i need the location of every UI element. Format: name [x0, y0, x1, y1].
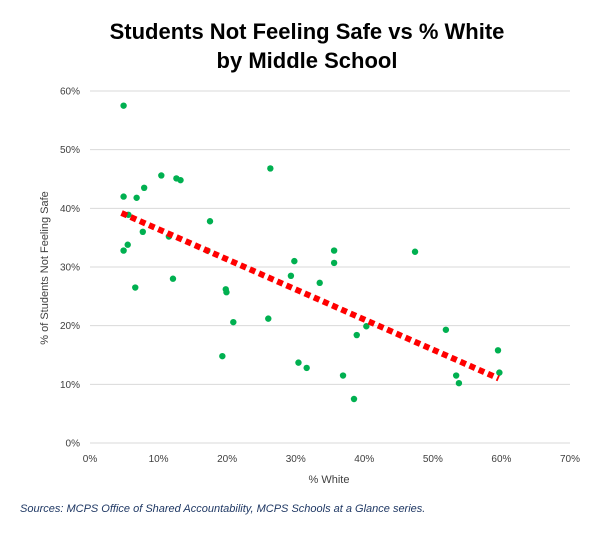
- data-point: [230, 318, 237, 326]
- x-tick-label: 70%: [560, 454, 580, 465]
- y-tick-label: 50%: [60, 145, 80, 156]
- data-point: [330, 259, 338, 267]
- gridlines: [90, 90, 570, 444]
- chart-subtitle: by Middle School: [217, 48, 398, 73]
- data-point: [494, 347, 502, 354]
- data-point: [169, 275, 177, 282]
- data-point: [267, 165, 274, 172]
- x-tick-label: 0%: [83, 454, 98, 465]
- y-tick-label: 30%: [60, 263, 80, 274]
- data-point: [120, 247, 127, 254]
- data-point: [120, 193, 127, 200]
- data-point: [452, 372, 460, 379]
- x-tick-label: 20%: [217, 454, 237, 465]
- x-tick-label: 30%: [286, 454, 306, 465]
- data-point: [287, 272, 295, 279]
- chart-title: Students Not Feeling Safe vs % White: [110, 19, 505, 44]
- y-tick-label: 60%: [60, 87, 80, 98]
- x-tick-label: 10%: [149, 454, 169, 465]
- trendline: [120, 210, 500, 382]
- data-point: [411, 248, 419, 255]
- y-tick-label: 10%: [60, 380, 80, 391]
- y-tick-label: 0%: [66, 439, 81, 450]
- data-point: [353, 331, 360, 339]
- y-tick-label: 40%: [60, 204, 80, 215]
- data-point: [496, 369, 503, 376]
- y-axis-title: % of Students Not Feeling Safe: [39, 191, 51, 344]
- data-point: [140, 184, 148, 191]
- data-point: [158, 172, 165, 179]
- data-point: [295, 359, 302, 366]
- data-point: [133, 194, 140, 201]
- trendline-group: [120, 210, 500, 382]
- data-point: [330, 247, 338, 254]
- x-tick-label: 60%: [491, 454, 511, 465]
- data-point: [316, 279, 323, 287]
- x-tick-label: 50%: [423, 454, 443, 465]
- data-point: [124, 241, 131, 248]
- x-tick-label: 40%: [354, 454, 374, 465]
- data-point: [339, 372, 347, 379]
- y-tick-label: 20%: [60, 321, 80, 332]
- data-point: [132, 284, 139, 291]
- data-point: [442, 326, 450, 333]
- data-point: [455, 379, 463, 387]
- source-note: Sources: MCPS Office of Shared Accountab…: [20, 503, 426, 515]
- data-point: [265, 315, 272, 322]
- data-point: [177, 176, 184, 184]
- data-point: [139, 228, 146, 235]
- data-point: [219, 352, 226, 360]
- data-point: [206, 218, 214, 225]
- y-axis-ticks: 0% 10% 20% 30% 40% 50% 60%: [60, 87, 80, 450]
- data-point: [363, 323, 370, 330]
- data-point: [120, 102, 127, 109]
- data-point: [303, 364, 310, 372]
- x-axis-title: % White: [309, 474, 350, 486]
- data-point: [350, 395, 358, 403]
- data-point: [291, 257, 298, 265]
- data-point: [223, 289, 230, 296]
- x-axis-ticks: 0% 10% 20% 30% 40% 50% 60% 70%: [83, 454, 580, 465]
